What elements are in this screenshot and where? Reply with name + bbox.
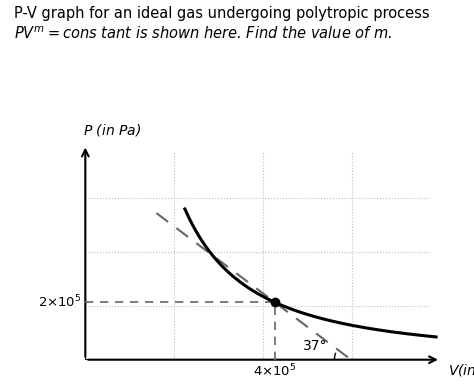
Text: 37°: 37°	[303, 339, 328, 353]
Text: $V$(in m$^3$): $V$(in m$^3$)	[448, 361, 474, 380]
Text: 2×10$^5$: 2×10$^5$	[38, 294, 82, 311]
Text: $PV^m$$ = $$\it{cons}$ tan$\it{t}$ is shown here. Find the value of m.: $PV^m$$ = $$\it{cons}$ tan$\it{t}$ is sh…	[14, 25, 392, 42]
Text: P-V graph for an ideal gas undergoing polytropic process: P-V graph for an ideal gas undergoing po…	[14, 6, 430, 21]
Text: 4×10$^5$: 4×10$^5$	[253, 362, 297, 379]
Text: $P$ (in Pa): $P$ (in Pa)	[83, 122, 142, 138]
